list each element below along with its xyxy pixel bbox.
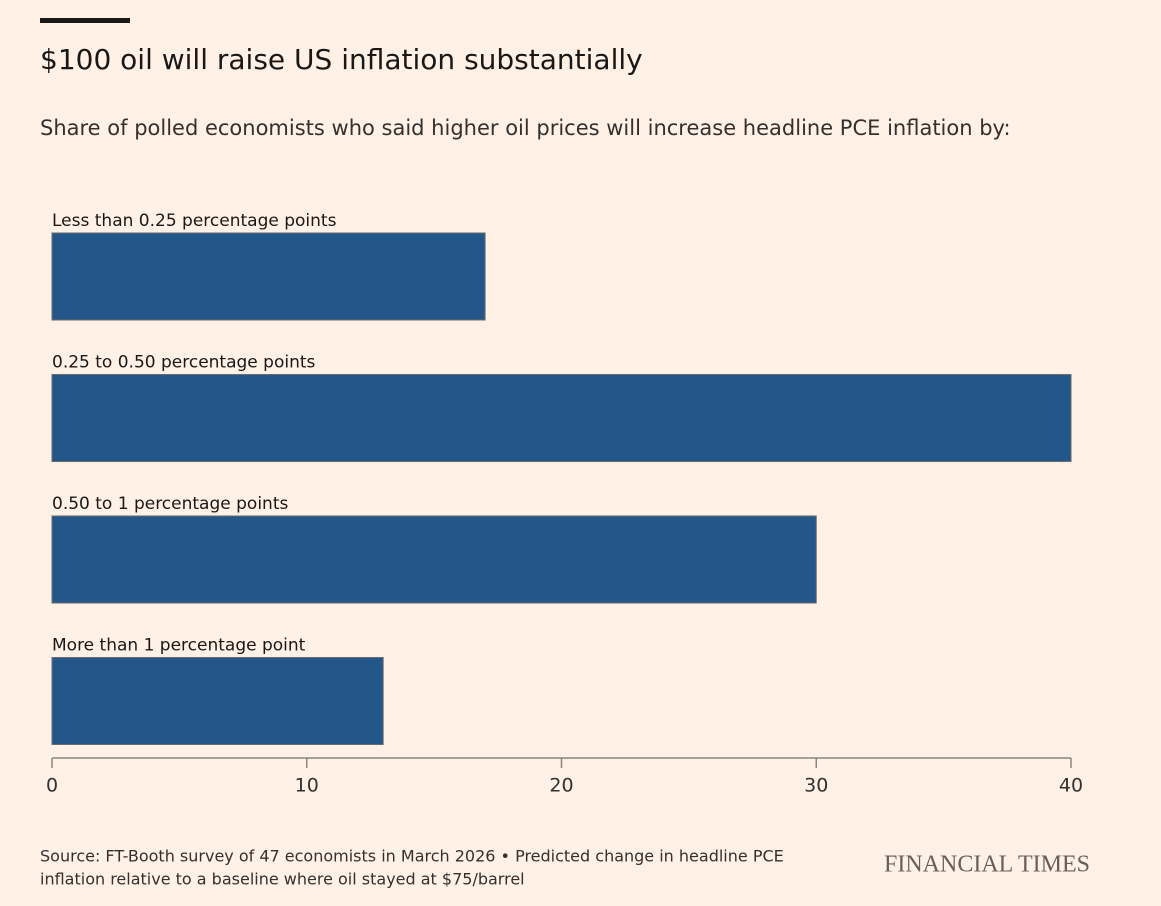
category-label: More than 1 percentage point (52, 636, 306, 656)
bar (51, 374, 1072, 462)
category-label: 0.50 to 1 percentage points (52, 494, 288, 514)
x-tick-label: 0 (46, 775, 58, 797)
x-tick-label: 10 (295, 775, 319, 797)
brand: FINANCIAL TIMES (884, 852, 1090, 878)
top-rule (40, 18, 130, 23)
x-tick-label: 20 (549, 775, 573, 797)
category-label: 0.25 to 0.50 percentage points (52, 353, 316, 373)
x-tick-label: 30 (804, 775, 828, 797)
x-tick-label: 40 (1059, 775, 1083, 797)
bar (51, 657, 384, 745)
chart-title: $100 oil will raise US inflation substan… (40, 43, 643, 76)
bar (51, 232, 486, 321)
source-line: inflation relative to a baseline where o… (40, 870, 525, 889)
bar (51, 515, 817, 604)
source-line: Source: FT-Booth survey of 47 economists… (40, 847, 784, 866)
category-label: Less than 0.25 percentage points (52, 211, 337, 231)
chart-subtitle: Share of polled economists who said high… (40, 116, 1011, 140)
